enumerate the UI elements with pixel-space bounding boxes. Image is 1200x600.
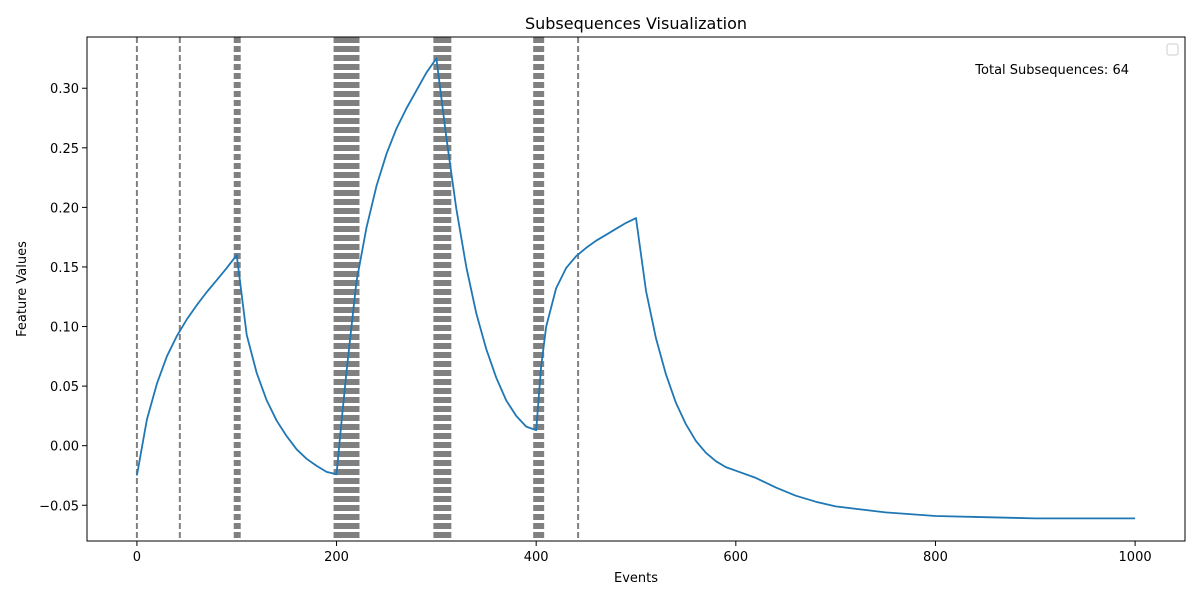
series-lines xyxy=(136,57,1136,520)
x-axis: 0 200 400 600 800 1000 xyxy=(133,541,1152,565)
plot-frame xyxy=(86,36,1186,542)
y-axis-label: Feature Values xyxy=(15,241,30,337)
y-tick-label: 0.15 xyxy=(50,261,79,276)
y-tick-label: 0.30 xyxy=(50,82,79,97)
y-tick-label: 0.20 xyxy=(50,201,79,216)
y-axis: −0.05 0.00 0.05 0.10 0.15 0.20 0.25 0.30 xyxy=(39,82,87,514)
y-tick-label: 0.10 xyxy=(50,321,79,336)
total-subsequences-annotation: Total Subsequences: 64 xyxy=(974,63,1129,78)
series-line-0 xyxy=(136,57,1136,520)
x-axis-label: Events xyxy=(614,571,658,586)
y-tick-label: 0.00 xyxy=(50,440,79,455)
chart-title: Subsequences Visualization xyxy=(525,14,747,33)
x-tick-label: 400 xyxy=(524,550,549,565)
x-tick-label: 600 xyxy=(723,550,748,565)
x-tick-label: 800 xyxy=(923,550,948,565)
x-tick-label: 1000 xyxy=(1119,550,1152,565)
y-tick-label: 0.25 xyxy=(50,142,79,157)
x-tick-label: 0 xyxy=(133,550,141,565)
y-tick-label: −0.05 xyxy=(39,499,79,514)
legend-box[interactable] xyxy=(1166,43,1179,56)
subsequence-boundaries xyxy=(135,37,580,541)
y-tick-label: 0.05 xyxy=(50,380,79,395)
x-tick-label: 200 xyxy=(324,550,349,565)
